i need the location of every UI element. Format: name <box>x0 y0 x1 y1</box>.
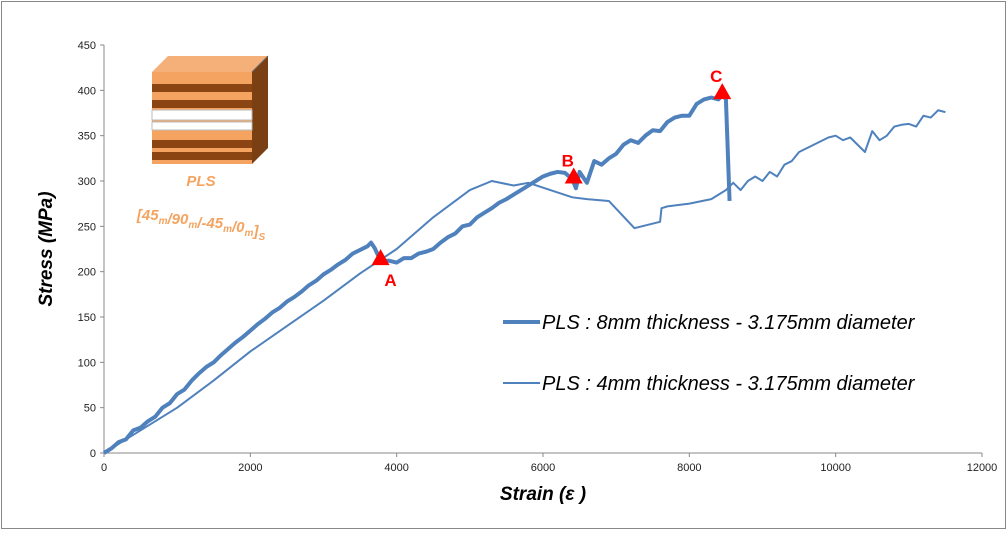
x-axis-title: Strain (ε ) <box>500 484 586 505</box>
y-tick-label: 0 <box>90 448 96 460</box>
y-tick-label: 350 <box>78 131 96 143</box>
y-tick-label: 200 <box>78 267 96 279</box>
y-tick-label: 100 <box>78 357 96 369</box>
series-line <box>103 109 946 454</box>
laminate-inset <box>151 55 269 164</box>
annotation-marker <box>371 249 390 266</box>
layup-part: ] <box>251 223 259 240</box>
x-tick-label: 12000 <box>967 462 998 474</box>
y-tick-label: 400 <box>78 85 96 97</box>
layup-label: [45m/90m/-45m/0m]S <box>136 207 266 243</box>
layup-subscript: m <box>245 228 254 239</box>
x-tick-label: 6000 <box>531 462 555 474</box>
inset-label: PLS <box>186 173 215 190</box>
x-tick-label: 10000 <box>820 462 851 474</box>
y-tick-label: 300 <box>78 176 96 188</box>
y-axis-title: Stress (MPa) <box>36 191 57 306</box>
layup-part: /90 <box>166 211 189 228</box>
annotation-label: A <box>384 271 396 290</box>
layup-subscript: m <box>188 220 197 231</box>
layup-subscript: S <box>258 232 265 243</box>
annotation-label: B <box>562 151 574 170</box>
layup-subscript: m <box>159 216 168 227</box>
layup-subscript: m <box>223 224 232 235</box>
x-tick-label: 4000 <box>384 462 408 474</box>
annotation-marker <box>713 83 732 100</box>
x-tick-label: 8000 <box>677 462 701 474</box>
annotation-marker <box>564 167 583 184</box>
y-tick-label: 250 <box>78 221 96 233</box>
y-tick-label: 450 <box>78 40 96 52</box>
y-tick-label: 50 <box>84 403 96 415</box>
layup-part: /-45 <box>196 215 224 232</box>
legend-label: PLS : 4mm thickness - 3.175mm diameter <box>542 373 916 395</box>
layup-part: /0 <box>231 219 245 236</box>
annotation-label: C <box>710 67 722 86</box>
legend-label: PLS : 8mm thickness - 3.175mm diameter <box>542 312 916 334</box>
x-tick-label: 2000 <box>238 462 262 474</box>
y-tick-label: 150 <box>78 312 96 324</box>
x-tick-label: 0 <box>101 462 107 474</box>
layup-part: [45 <box>136 207 159 224</box>
series-line <box>102 91 732 455</box>
